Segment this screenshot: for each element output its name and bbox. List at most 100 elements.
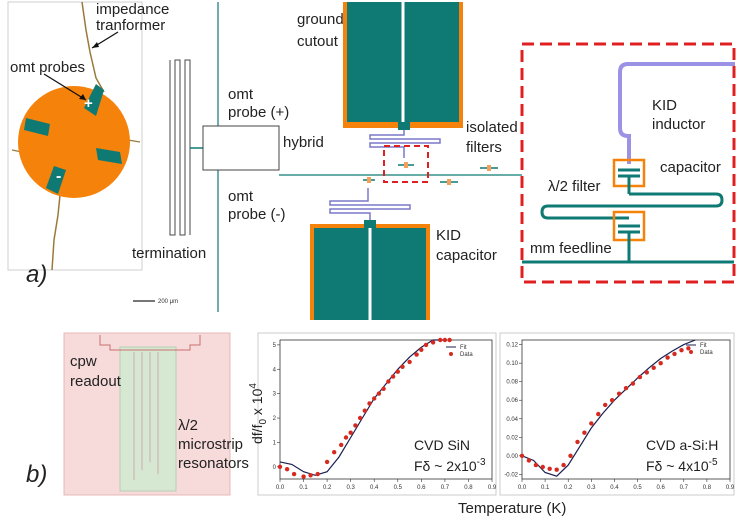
ground-label-2: cutout (297, 33, 339, 50)
cpw-label-1: cpw (70, 353, 97, 370)
data-point (400, 364, 405, 369)
data-point (554, 467, 559, 472)
antenna-photo: + - impedance tranformer omt probes a) (7, 1, 169, 288)
data-point (372, 396, 377, 401)
cpw-readout-line (99, 335, 201, 351)
chart-asih-annotation-exp: -5 (709, 457, 718, 468)
y-tick-label: 0 (273, 465, 277, 471)
legend-data-swatch (689, 350, 693, 354)
data-point (324, 459, 330, 465)
kid-inductor-loop (618, 62, 735, 164)
data-point (679, 348, 684, 353)
fit-line (279, 339, 445, 476)
data-point (438, 337, 443, 343)
data-point (644, 370, 649, 375)
x-tick-label: 0.9 (726, 485, 735, 491)
panel-a-label: a) (26, 261, 47, 288)
y-tick-label: -0.02 (504, 472, 518, 478)
x-tick-label: 0.6 (417, 485, 426, 491)
x-tick-label: 0.2 (323, 485, 332, 491)
x-tick-label: 0.1 (541, 485, 550, 491)
kid-inductor-label-1: KID (652, 97, 677, 114)
top-meander (369, 130, 441, 158)
data-point (348, 430, 353, 435)
data-point (395, 369, 400, 374)
x-axis-label: Temperature (K) (458, 500, 566, 517)
data-point (357, 415, 363, 421)
scalebar (133, 300, 155, 302)
data-point (561, 462, 566, 468)
kid-capacitor-label-2: capacitor (436, 247, 497, 264)
data-point (423, 342, 429, 348)
chart-asih-plot-area (521, 339, 731, 480)
data-point (367, 401, 372, 406)
omt-probes-arrow (43, 73, 87, 101)
data-point (301, 474, 306, 479)
x-tick-label: 0.1 (299, 485, 308, 491)
y-tick-label: 0.00 (506, 454, 518, 460)
kid-inset: KID inductor capacitor λ/2 filter mm fee… (520, 42, 736, 284)
probe-top (84, 84, 104, 116)
data-point (447, 337, 452, 343)
chart-sin-plot-area (279, 339, 493, 480)
resonator-label-2: microstrip (178, 436, 243, 453)
resonator-area (119, 346, 177, 492)
data-point (603, 402, 608, 408)
hybrid-label: hybrid (283, 134, 324, 151)
y-tick-label: 2 (273, 416, 277, 422)
x-tick-label: 0.9 (488, 485, 497, 491)
data-point (291, 471, 297, 477)
y-tick-label: 0.10 (506, 361, 518, 367)
omt-probe-minus-1: omt (228, 188, 254, 205)
data-point (442, 337, 448, 343)
y-axis-label-sub: 0 (258, 419, 269, 425)
chart-sin-legend: Fit Data (446, 345, 473, 358)
data-point (315, 471, 320, 477)
legend-data-label: Data (700, 350, 713, 356)
x-tick-label: 0.6 (656, 485, 665, 491)
inset-capacitor-label: capacitor (660, 159, 721, 176)
y-tick-label: 0.08 (506, 380, 518, 386)
impedance-label-2: tranformer (96, 17, 165, 34)
resonator-label-1: λ/2 (178, 417, 198, 434)
scalebar-label: 200 μm (158, 299, 178, 305)
x-tick-label: 0.0 (518, 485, 527, 491)
data-point (339, 442, 344, 448)
resonator-label-3: resonators (178, 455, 249, 472)
y-tick-label: 0.06 (506, 398, 518, 404)
data-point (386, 379, 391, 384)
data-point (519, 453, 525, 458)
y-tick-label: 5 (273, 343, 277, 349)
omt-probe-plus-1: omt (228, 86, 254, 103)
x-tick-label: 0.3 (587, 485, 596, 491)
data-point (540, 464, 545, 470)
termination-meander (169, 59, 191, 236)
chart-sin-annotation-2: Fδ ~ 2x10 (414, 458, 477, 474)
hybrid-box (202, 125, 280, 171)
chart-sin-annotation-1: CVD SiN (414, 437, 470, 453)
data-point (568, 453, 573, 458)
y-axis-label-main: df/f (249, 424, 265, 444)
data-point (390, 374, 396, 379)
data-point (547, 466, 552, 471)
x-tick-label: 0.7 (441, 485, 450, 491)
data-point (381, 386, 386, 391)
orange-waveguide-circle (18, 86, 130, 198)
isolated-filters-label-1: isolated (466, 119, 518, 136)
x-tick-label: 0.8 (703, 485, 712, 491)
data-point (376, 391, 382, 396)
svg-text:Fδ ~ 4x10-5: Fδ ~ 4x10-5 (646, 457, 718, 474)
x-tick-label: 0.4 (610, 485, 619, 491)
y-tick-label: 1 (273, 440, 277, 446)
y-tick-label: 3 (273, 392, 277, 398)
data-point (407, 359, 412, 365)
data-point (332, 450, 337, 455)
data-point (637, 374, 643, 380)
probe-bottom (46, 166, 66, 194)
chart-asih-annotation-2: Fδ ~ 4x10 (646, 458, 709, 474)
lambda-filter-label: λ/2 filter (548, 178, 601, 195)
data-point (616, 391, 622, 396)
data-point (630, 381, 636, 386)
impedance-transformer-line (81, 1, 105, 93)
chart-asih-legend: Fit Data (686, 343, 713, 356)
